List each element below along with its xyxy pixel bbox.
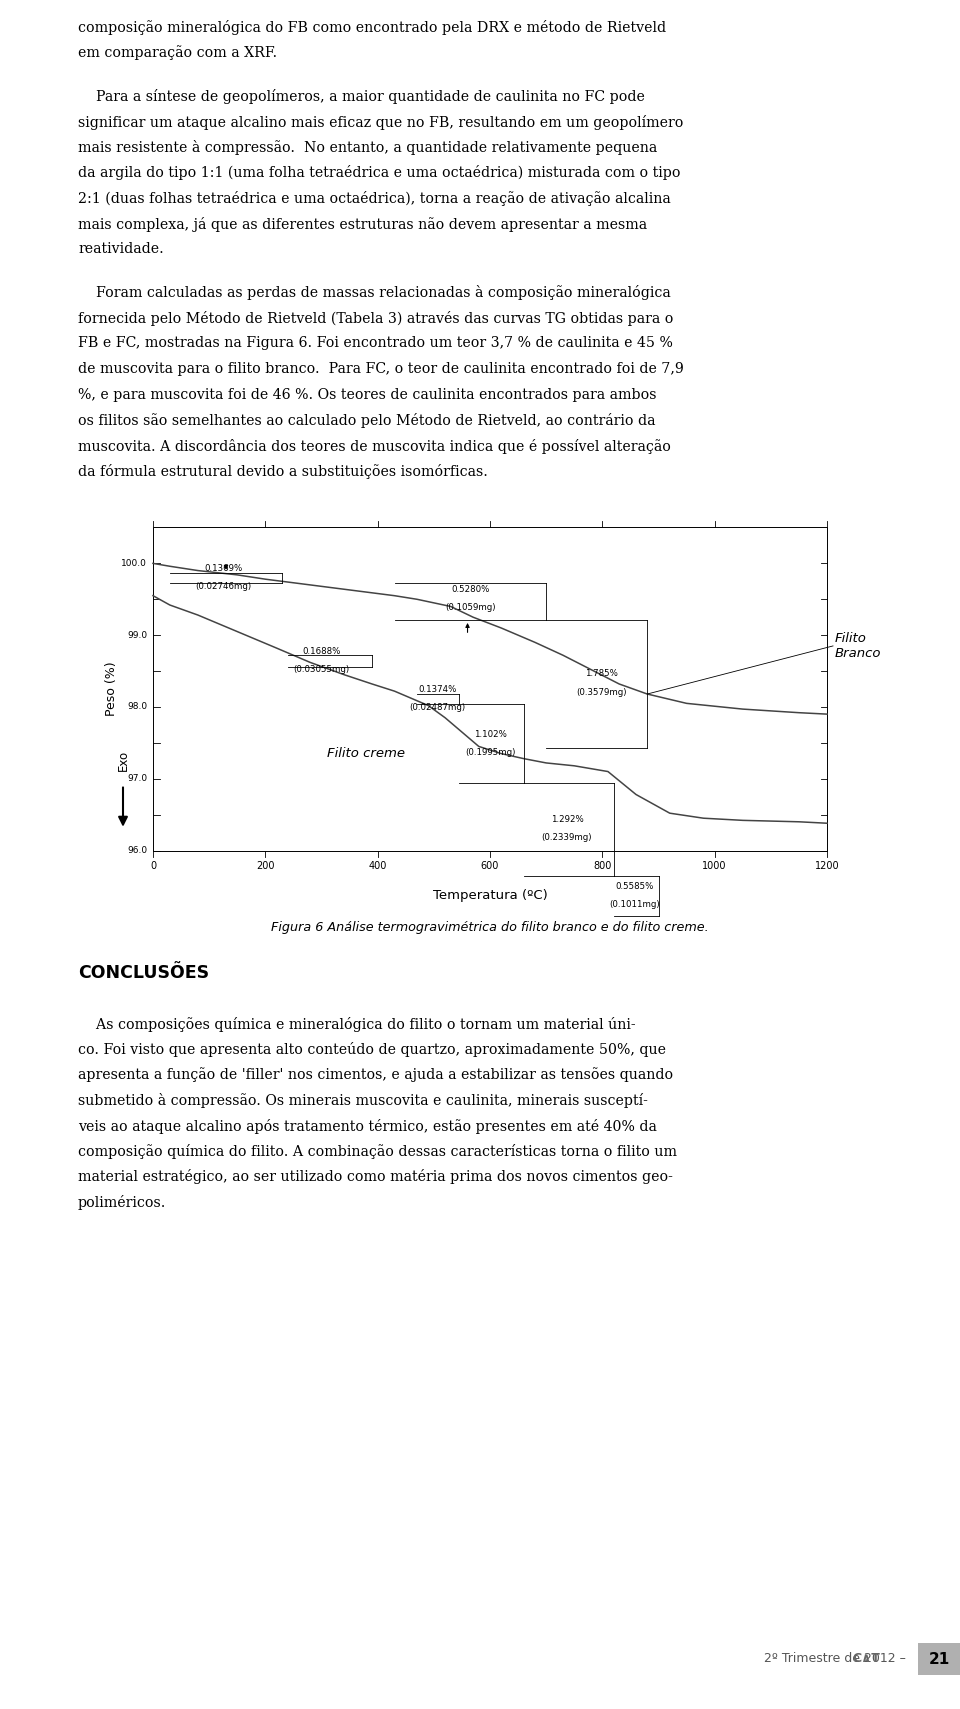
Text: (0.1011mg): (0.1011mg) xyxy=(609,899,660,909)
Text: 1.785%: 1.785% xyxy=(585,668,617,678)
Text: C∧T: C∧T xyxy=(852,1653,880,1666)
Text: 1000: 1000 xyxy=(703,861,727,872)
Text: da fórmula estrutural devido a substituições isomórficas.: da fórmula estrutural devido a substitui… xyxy=(78,465,488,479)
Text: significar um ataque alcalino mais eficaz que no FB, resultando em um geopolímer: significar um ataque alcalino mais efica… xyxy=(78,115,684,130)
Text: 2:1 (duas folhas tetraédrica e uma octaédrica), torna a reação de ativação alcal: 2:1 (duas folhas tetraédrica e uma octaé… xyxy=(78,191,671,207)
Text: apresenta a função de 'filler' nos cimentos, e ajuda a estabilizar as tensões qu: apresenta a função de 'filler' nos cimen… xyxy=(78,1068,673,1082)
Text: 200: 200 xyxy=(256,861,275,872)
Text: co. Foi visto que apresenta alto conteúdo de quartzo, aproximadamente 50%, que: co. Foi visto que apresenta alto conteúd… xyxy=(78,1042,666,1056)
Text: da argila do tipo 1:1 (uma folha tetraédrica e uma octaédrica) misturada com o t: da argila do tipo 1:1 (uma folha tetraéd… xyxy=(78,166,681,181)
Text: 0.1369%: 0.1369% xyxy=(204,564,242,573)
Text: de muscovita para o filito branco.  Para FC, o teor de caulinita encontrado foi : de muscovita para o filito branco. Para … xyxy=(78,362,684,376)
Text: As composições química e mineralógica do filito o tornam um material úni-: As composições química e mineralógica do… xyxy=(78,1017,636,1032)
Text: 0.1374%: 0.1374% xyxy=(419,685,457,694)
Text: Peso (%): Peso (%) xyxy=(105,661,117,716)
Text: (0.3579mg): (0.3579mg) xyxy=(576,689,627,697)
Text: CONCLUSÕES: CONCLUSÕES xyxy=(78,964,209,983)
Text: 1.292%: 1.292% xyxy=(551,815,584,824)
Text: composição química do filito. A combinação dessas características torna o filito: composição química do filito. A combinaç… xyxy=(78,1143,677,1159)
Text: material estratégico, ao ser utilizado como matéria prima dos novos cimentos geo: material estratégico, ao ser utilizado c… xyxy=(78,1169,673,1184)
Text: reatividade.: reatividade. xyxy=(78,243,164,256)
Bar xyxy=(153,528,827,851)
Text: 21: 21 xyxy=(928,1651,949,1666)
Text: 99.0: 99.0 xyxy=(127,631,147,639)
Text: 2º Trimestre de 2012 –: 2º Trimestre de 2012 – xyxy=(764,1653,906,1666)
Text: 0.1688%: 0.1688% xyxy=(302,648,341,656)
Text: (0.2339mg): (0.2339mg) xyxy=(541,832,592,843)
Text: mais resistente à compressão.  No entanto, a quantidade relativamente pequena: mais resistente à compressão. No entanto… xyxy=(78,140,658,156)
Text: veis ao ataque alcalino após tratamento térmico, estão presentes em até 40% da: veis ao ataque alcalino após tratamento … xyxy=(78,1118,657,1133)
Text: muscovita. A discordância dos teores de muscovita indica que é possível alteraçã: muscovita. A discordância dos teores de … xyxy=(78,439,671,453)
Text: fornecida pelo Método de Rietveld (Tabela 3) através das curvas TG obtidas para : fornecida pelo Método de Rietveld (Tabel… xyxy=(78,311,673,326)
Text: Para a síntese de geopolímeros, a maior quantidade de caulinita no FC pode: Para a síntese de geopolímeros, a maior … xyxy=(78,89,645,104)
Text: FB e FC, mostradas na Figura 6. Foi encontrado um teor 3,7 % de caulinita e 45 %: FB e FC, mostradas na Figura 6. Foi enco… xyxy=(78,337,673,350)
Text: os filitos são semelhantes ao calculado pelo Método de Rietveld, ao contrário da: os filitos são semelhantes ao calculado … xyxy=(78,414,656,427)
Text: %, e para muscovita foi de 46 %. Os teores de caulinita encontrados para ambos: %, e para muscovita foi de 46 %. Os teor… xyxy=(78,388,657,402)
Text: 600: 600 xyxy=(481,861,499,872)
Bar xyxy=(918,1642,960,1675)
Text: (0.02487mg): (0.02487mg) xyxy=(410,702,466,713)
Text: 1.102%: 1.102% xyxy=(474,730,507,738)
Text: submetido à compressão. Os minerais muscovita e caulinita, minerais susceptí-: submetido à compressão. Os minerais musc… xyxy=(78,1094,648,1107)
Text: Figura 6 Análise termogravimétrica do filito branco e do filito creme.: Figura 6 Análise termogravimétrica do fi… xyxy=(271,921,708,933)
Text: Exo: Exo xyxy=(116,750,130,771)
Text: mais complexa, já que as diferentes estruturas não devem apresentar a mesma: mais complexa, já que as diferentes estr… xyxy=(78,217,647,231)
Text: (0.03055mg): (0.03055mg) xyxy=(294,665,349,673)
Text: 1200: 1200 xyxy=(815,861,839,872)
Text: Filito
Branco: Filito Branco xyxy=(835,632,881,660)
Text: Temperatura (ºC): Temperatura (ºC) xyxy=(433,889,547,902)
Text: (0.02746mg): (0.02746mg) xyxy=(195,581,252,591)
Text: Filito creme: Filito creme xyxy=(327,747,405,761)
Text: poliméricos.: poliméricos. xyxy=(78,1195,166,1210)
Text: 97.0: 97.0 xyxy=(127,774,147,783)
Text: 96.0: 96.0 xyxy=(127,846,147,854)
Text: 400: 400 xyxy=(369,861,387,872)
Text: Foram calculadas as perdas de massas relacionadas à composição mineralógica: Foram calculadas as perdas de massas rel… xyxy=(78,285,671,301)
Text: (0.1995mg): (0.1995mg) xyxy=(466,747,516,757)
Text: 0: 0 xyxy=(150,861,156,872)
Text: 98.0: 98.0 xyxy=(127,702,147,711)
Text: 0.5280%: 0.5280% xyxy=(451,584,490,595)
Text: (0.1059mg): (0.1059mg) xyxy=(445,603,495,612)
Text: 100.0: 100.0 xyxy=(121,559,147,567)
Text: 0.5585%: 0.5585% xyxy=(615,882,654,890)
Text: 800: 800 xyxy=(593,861,612,872)
Text: composição mineralógica do FB como encontrado pela DRX e método de Rietveld: composição mineralógica do FB como encon… xyxy=(78,21,666,34)
Text: em comparação com a XRF.: em comparação com a XRF. xyxy=(78,46,277,60)
